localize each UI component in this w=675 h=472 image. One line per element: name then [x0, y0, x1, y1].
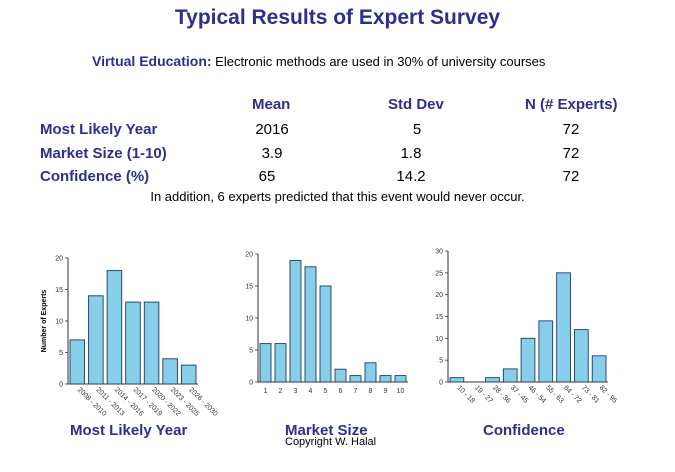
copyright-text: Copyright W. Halal: [285, 436, 377, 448]
bar: [125, 301, 141, 385]
cell-confidence-n: 72: [562, 168, 580, 185]
bar: [591, 355, 607, 383]
y-tick-label: 0: [59, 382, 63, 389]
histogram-market-size: 0 5 10 15 20 1 2 3 4 5 6 7 8 9 10: [228, 246, 413, 406]
x-tick-label: 73 - 81: [580, 384, 600, 404]
x-tick-label: 10 - 18: [455, 384, 475, 404]
y-tick-label: 25: [435, 270, 443, 277]
header-n-experts: N (# Experts): [525, 96, 618, 113]
cell-market-n: 72: [562, 145, 580, 162]
x-tick-label: 10: [397, 388, 405, 395]
x-tick-label: 3: [294, 388, 298, 395]
row-label-most-likely-year: Most Likely Year: [40, 121, 158, 138]
bar: [143, 301, 160, 385]
bar: [394, 375, 407, 383]
y-tick-label: 15: [245, 284, 253, 291]
bar: [573, 329, 589, 383]
x-tick-label: 9: [384, 388, 388, 395]
x-tick-label: 2: [279, 388, 283, 395]
x-tick-label: 4: [309, 388, 313, 395]
y-tick-label: 15: [435, 314, 443, 321]
y-tick-label: 5: [249, 348, 253, 355]
cell-year-mean: 2016: [255, 121, 289, 138]
x-tick-label: 7: [354, 388, 358, 395]
y-tick-label: 10: [435, 336, 443, 343]
header-mean: Mean: [252, 96, 291, 113]
chart-label-confidence: Confidence: [483, 422, 565, 439]
chart-label-most-likely-year: Most Likely Year: [70, 422, 188, 439]
x-tick-label: 5: [324, 388, 328, 395]
subtitle-text: Electronic methods are used in 30% of un…: [211, 54, 546, 69]
chart-svg: 0 5 10 15 20 1 2 3 4 5 6 7 8 9 10: [245, 252, 408, 395]
bar: [520, 337, 536, 383]
y-tick-label: 30: [435, 249, 443, 256]
stats-table: Mean Std Dev N (# Experts) Most Likely Y…: [0, 0, 675, 200]
x-tick-label: 1: [264, 388, 268, 395]
bar: [334, 368, 347, 383]
y-tick-label: 0: [439, 380, 443, 387]
cell-market-mean: 3.9: [261, 145, 283, 162]
x-tick-label: 64 - 72: [562, 384, 582, 404]
page-title: Typical Results of Expert Survey: [174, 6, 501, 29]
subtitle-label: Virtual Education:: [92, 53, 212, 69]
bar: [88, 295, 104, 385]
bar: [259, 343, 272, 383]
row-label-confidence: Confidence (%): [40, 168, 150, 185]
y-tick-label: 20: [435, 292, 443, 299]
bar: [162, 358, 178, 385]
row-label-market-size: Market Size (1-10): [40, 145, 167, 162]
cell-confidence-std: 14.2: [396, 168, 426, 185]
x-tick-label: 55 - 63: [544, 384, 564, 404]
y-tick-label: 10: [245, 316, 253, 323]
y-tick-label: 5: [59, 350, 63, 357]
histogram-confidence: 0 5 10 15 20 25 30 10 - 18 19 - 27 28 - 36 37 - 45…: [420, 246, 618, 421]
y-tick-label: 0: [249, 380, 253, 387]
header-std-dev: Std Dev: [388, 96, 444, 113]
bar: [349, 375, 362, 383]
y-tick-label: 20: [245, 252, 253, 259]
bar: [364, 362, 377, 383]
y-axis-label: Number of Experts: [41, 290, 48, 353]
histogram-most-likely-year: 0 5 10 15 20 Number of Experts 2008 - 2010 2011…: [30, 250, 219, 425]
bar: [180, 364, 197, 385]
x-tick-label: 8: [369, 388, 373, 395]
chart-label-market-size: Market Size: [285, 422, 368, 439]
y-tick-label: 10: [55, 319, 63, 326]
bar: [538, 320, 554, 383]
bar: [106, 270, 123, 385]
bar: [319, 285, 332, 383]
x-tick-label: 28 - 36: [491, 384, 511, 404]
bar: [304, 266, 317, 383]
bar: [449, 377, 465, 383]
bar: [289, 259, 302, 383]
y-tick-label: 20: [55, 256, 63, 263]
cell-year-n: 72: [562, 121, 580, 138]
cell-market-std: 1.8: [400, 145, 422, 162]
bar: [379, 375, 392, 383]
cell-year-std: 5: [412, 121, 422, 138]
note-text: In addition, 6 experts predicted that th…: [150, 189, 525, 204]
x-tick-label: 82 - 95: [598, 384, 618, 404]
y-tick-label: 5: [439, 358, 443, 365]
x-tick-label: 6: [339, 388, 343, 395]
cell-confidence-mean: 65: [258, 168, 276, 185]
bar: [502, 368, 518, 383]
x-tick-label: 46 - 54: [527, 384, 547, 404]
x-tick-label: 37 - 45: [509, 384, 529, 404]
bar: [485, 377, 500, 383]
subtitle: Virtual Education: Electronic methods ar…: [92, 53, 545, 69]
bar: [69, 339, 86, 385]
bar: [556, 272, 571, 383]
x-tick-label: 19 - 27: [473, 384, 493, 404]
bar: [274, 343, 287, 383]
y-tick-label: 15: [55, 287, 63, 294]
